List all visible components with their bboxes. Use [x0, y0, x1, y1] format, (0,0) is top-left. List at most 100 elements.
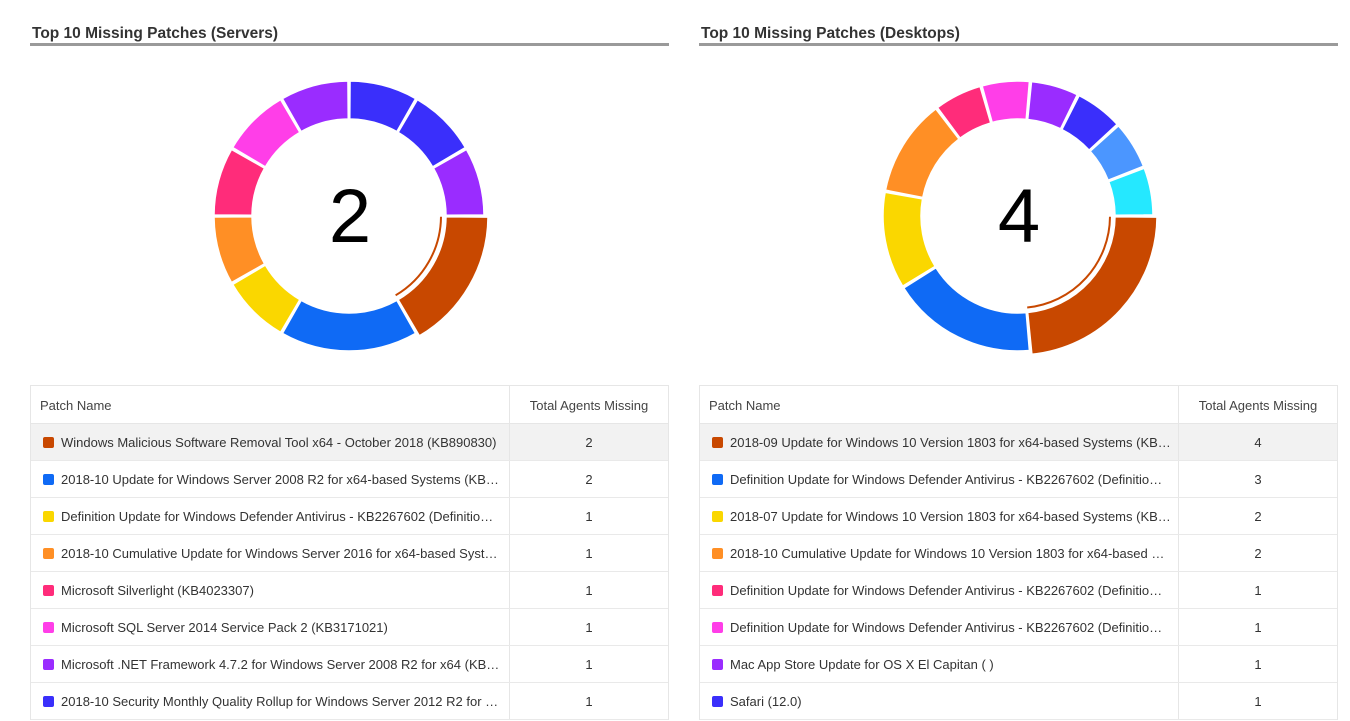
total-agents-missing-cell: 4 — [1254, 434, 1262, 450]
patch-name: 2018-09 Update for Windows 10 Version 18… — [730, 434, 1172, 450]
donut-slice[interactable] — [432, 148, 485, 216]
donut-slice[interactable] — [281, 80, 349, 133]
donut-slice[interactable] — [397, 216, 489, 337]
table-row[interactable]: 2018-10 Update for Windows Server 2008 R… — [31, 461, 668, 498]
legend-swatch — [43, 473, 54, 485]
table-row[interactable]: Windows Malicious Software Removal Tool … — [31, 424, 668, 461]
total-agents-missing-cell: 1 — [585, 545, 593, 561]
donut-chart[interactable] — [699, 50, 1339, 370]
total-agents-missing-cell: 3 — [1254, 471, 1262, 487]
patch-name-cell: Safari (12.0) — [700, 683, 1179, 719]
total-agents-missing-cell: 1 — [585, 619, 593, 635]
patch-table: Patch Name Total Agents Missing 2018-09 … — [699, 385, 1338, 720]
donut-slice[interactable] — [213, 216, 266, 284]
table-row[interactable]: Definition Update for Windows Defender A… — [31, 498, 668, 535]
panel-title: Top 10 Missing Patches (Desktops) — [701, 25, 960, 42]
column-header-total-agents-missing[interactable]: Total Agents Missing — [1198, 397, 1318, 413]
column-header-patch-name[interactable]: Patch Name — [31, 386, 510, 423]
table-row[interactable]: Definition Update for Windows Defender A… — [700, 572, 1337, 609]
patch-name: Microsoft .NET Framework 4.7.2 for Windo… — [61, 656, 503, 672]
legend-swatch — [712, 473, 723, 485]
donut-slice[interactable] — [1060, 94, 1119, 152]
table-row[interactable]: Definition Update for Windows Defender A… — [700, 609, 1337, 646]
donut-slice[interactable] — [349, 80, 417, 133]
patch-name: 2018-10 Cumulative Update for Windows 10… — [730, 545, 1172, 561]
patch-table: Patch Name Total Agents Missing Windows … — [30, 385, 669, 720]
legend-swatch — [712, 584, 723, 596]
donut-slice[interactable] — [1089, 124, 1145, 182]
table-row[interactable]: 2018-10 Cumulative Update for Windows Se… — [31, 535, 668, 572]
legend-swatch — [712, 510, 723, 522]
table-row[interactable]: 2018-09 Update for Windows 10 Version 18… — [700, 424, 1337, 461]
table-row[interactable]: Mac App Store Update for OS X El Capitan… — [700, 646, 1337, 683]
title-divider — [30, 43, 669, 46]
table-row[interactable]: Microsoft SQL Server 2014 Service Pack 2… — [31, 609, 668, 646]
donut-slice[interactable] — [884, 107, 960, 199]
patch-name: Windows Malicious Software Removal Tool … — [61, 434, 497, 450]
donut-slice[interactable] — [231, 98, 301, 168]
panel-servers-missing-patches: Top 10 Missing Patches (Servers) 2 Patch… — [30, 0, 670, 721]
donut-slice[interactable] — [936, 85, 992, 140]
donut-slice[interactable] — [281, 299, 417, 352]
patch-name-cell: 2018-10 Security Monthly Quality Rollup … — [31, 683, 510, 719]
legend-swatch — [43, 436, 54, 448]
patch-name-cell: Mac App Store Update for OS X El Capitan… — [700, 646, 1179, 682]
patch-name: Definition Update for Windows Defender A… — [730, 619, 1163, 635]
legend-swatch — [43, 510, 54, 522]
title-divider — [699, 43, 1338, 46]
donut-slice[interactable] — [213, 148, 266, 216]
legend-swatch — [712, 436, 723, 448]
total-agents-missing-cell: 1 — [1254, 619, 1262, 635]
patch-name: Mac App Store Update for OS X El Capitan… — [730, 656, 994, 672]
column-header-total-agents-missing[interactable]: Total Agents Missing — [529, 397, 649, 413]
donut-slice[interactable] — [1026, 80, 1079, 130]
table-header: Patch Name Total Agents Missing — [31, 386, 668, 424]
total-agents-missing-cell: 2 — [585, 434, 593, 450]
donut-slice[interactable] — [231, 264, 301, 334]
table-row[interactable]: 2018-10 Security Monthly Quality Rollup … — [31, 683, 668, 720]
table-row[interactable]: Safari (12.0) 1 — [700, 683, 1337, 720]
total-agents-missing-cell: 1 — [1254, 582, 1262, 598]
patch-name-cell: Microsoft .NET Framework 4.7.2 for Windo… — [31, 646, 510, 682]
patch-name: 2018-10 Cumulative Update for Windows Se… — [61, 545, 503, 561]
table-body: 2018-09 Update for Windows 10 Version 18… — [700, 424, 1337, 720]
donut-slice[interactable] — [1107, 167, 1154, 216]
slice-selection-ring — [1027, 216, 1111, 309]
legend-swatch — [43, 621, 54, 633]
patch-name-cell: Definition Update for Windows Defender A… — [31, 498, 510, 534]
table-row[interactable]: 2018-07 Update for Windows 10 Version 18… — [700, 498, 1337, 535]
table-row[interactable]: Microsoft .NET Framework 4.7.2 for Windo… — [31, 646, 668, 683]
column-header-patch-name[interactable]: Patch Name — [700, 386, 1179, 423]
legend-swatch — [43, 584, 54, 596]
donut-slice[interactable] — [397, 98, 467, 168]
total-agents-missing-cell: 1 — [585, 582, 593, 598]
donut-slice[interactable] — [882, 191, 937, 288]
donut-slice[interactable] — [1026, 216, 1158, 356]
patch-name: Definition Update for Windows Defender A… — [730, 582, 1163, 598]
patch-name: Definition Update for Windows Defender A… — [61, 508, 494, 524]
table-row[interactable]: 2018-10 Cumulative Update for Windows 10… — [700, 535, 1337, 572]
patch-name-cell: Microsoft SQL Server 2014 Service Pack 2… — [31, 609, 510, 645]
donut-slice[interactable] — [981, 80, 1031, 124]
donut-slice[interactable] — [902, 266, 1031, 352]
patch-name-cell: Microsoft Silverlight (KB4023307) — [31, 572, 510, 608]
total-agents-missing-cell: 2 — [585, 471, 593, 487]
patch-name: 2018-07 Update for Windows 10 Version 18… — [730, 508, 1172, 524]
donut-chart[interactable] — [30, 50, 670, 370]
patch-name: Microsoft Silverlight (KB4023307) — [61, 582, 254, 598]
legend-swatch — [43, 658, 54, 670]
legend-swatch — [712, 547, 723, 559]
legend-swatch — [712, 695, 723, 707]
table-row[interactable]: Microsoft Silverlight (KB4023307) 1 — [31, 572, 668, 609]
donut-center-value: 4 — [997, 174, 1041, 259]
table-row[interactable]: Definition Update for Windows Defender A… — [700, 461, 1337, 498]
donut-center-value: 2 — [328, 174, 372, 259]
total-agents-missing-cell: 2 — [1254, 545, 1262, 561]
patch-name-cell: 2018-10 Update for Windows Server 2008 R… — [31, 461, 510, 497]
table-body: Windows Malicious Software Removal Tool … — [31, 424, 668, 720]
total-agents-missing-cell: 1 — [585, 508, 593, 524]
total-agents-missing-cell: 1 — [1254, 656, 1262, 672]
patch-name-cell: Definition Update for Windows Defender A… — [700, 572, 1179, 608]
total-agents-missing-cell: 1 — [585, 693, 593, 709]
panel-desktops-missing-patches: Top 10 Missing Patches (Desktops) 4 Patc… — [699, 0, 1339, 721]
